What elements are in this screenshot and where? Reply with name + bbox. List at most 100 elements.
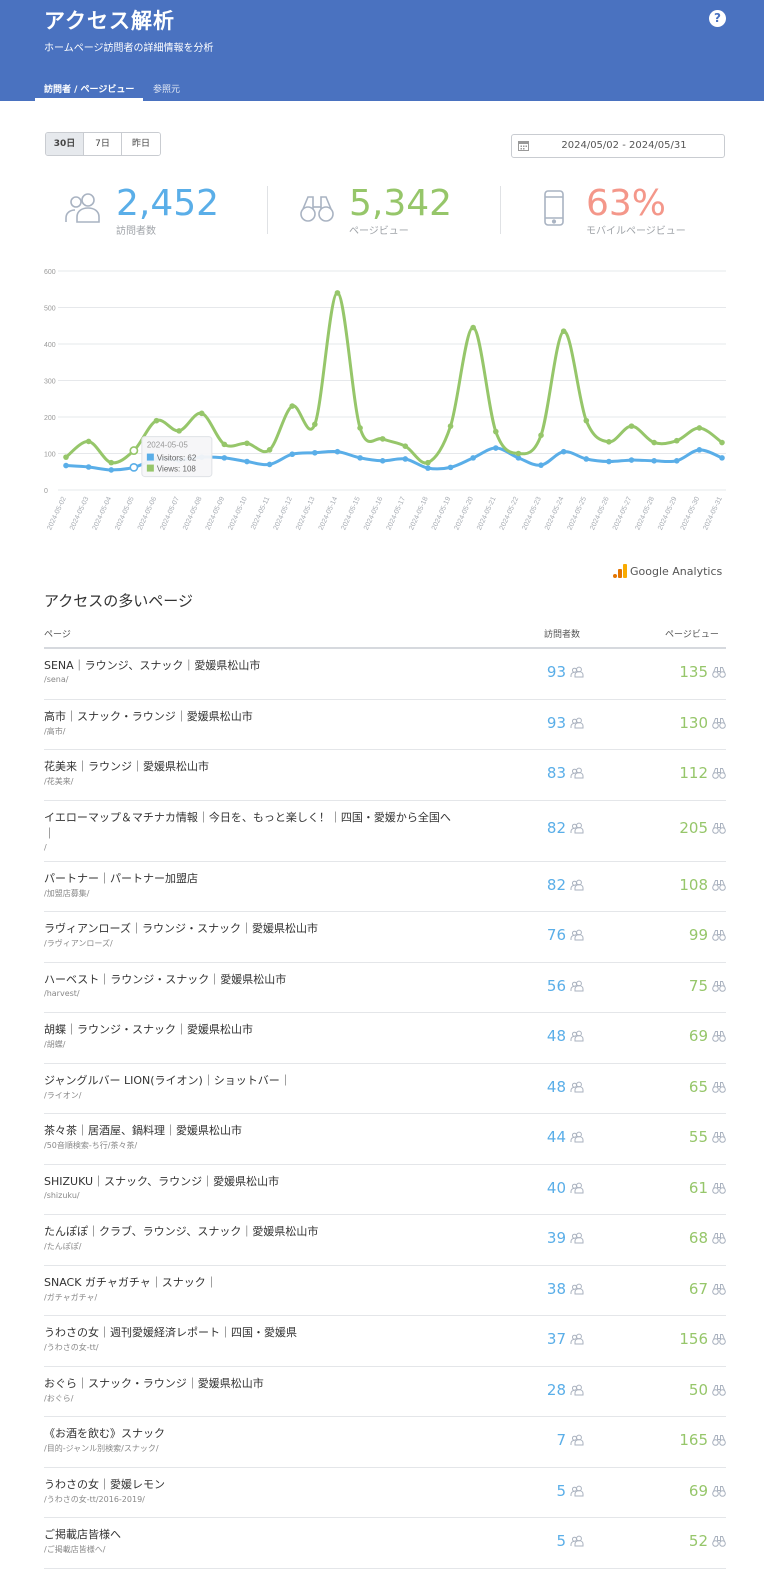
users-icon: [570, 822, 584, 833]
page-title-link[interactable]: SHIZUKU｜スナック、ラウンジ｜愛媛県松山市: [44, 1174, 280, 1188]
range-7-days-button[interactable]: 7日: [84, 133, 122, 155]
tooltip-visitors-swatch: [146, 453, 154, 461]
page-title-link[interactable]: うわさの女｜週刊愛媛経済レポート｜四国・愛媛県: [44, 1326, 297, 1339]
table-row[interactable]: たんぽぽ｜クラブ、ラウンジ、スナック｜愛媛県松山市/たんぽぽ/39 68: [44, 1215, 726, 1266]
smartphone-icon: [544, 190, 564, 226]
x-tick-label: 2024-05-25: [567, 496, 589, 532]
page-title-link[interactable]: 花美来｜ラウンジ｜愛媛県松山市: [44, 760, 209, 773]
binoculars-icon: [712, 1485, 726, 1497]
x-tick-label: 2024-05-27: [612, 496, 634, 532]
binoculars-icon: [712, 1536, 726, 1547]
table-row[interactable]: 《お酒を飲む》スナック/目的-ジャンル別検索/スナック/7 165: [44, 1417, 726, 1468]
table-row[interactable]: ジャングルバー LION(ライオン)｜ショットバー｜ /ライオン/48 65: [44, 1064, 726, 1114]
users-icon: [570, 1232, 584, 1244]
users-icon: [570, 666, 584, 678]
pageviews-value: 108: [679, 875, 708, 894]
table-row[interactable]: 茶々茶｜居酒屋、鍋料理｜愛媛県松山市/50音順検索-ち行/茶々茶/44 55: [44, 1114, 726, 1165]
y-tick-label: 200: [44, 415, 56, 422]
visitors-data-point: [447, 464, 454, 471]
visitors-value: 38: [546, 1279, 566, 1298]
visitors-data-point: [357, 455, 363, 461]
views-data-point: [312, 421, 318, 428]
range-yesterday-button[interactable]: 昨日: [122, 133, 160, 155]
users-icon: [570, 1535, 584, 1547]
x-tick-label: 2024-05-14: [318, 496, 340, 532]
visitors-value: 28: [546, 1380, 566, 1399]
x-tick-label: 2024-05-11: [250, 496, 271, 531]
table-row[interactable]: 高市｜スナック・ラウンジ｜愛媛県松山市/高市/93 130: [44, 700, 726, 750]
row-pageviews-count: 69: [689, 1482, 726, 1500]
views-data-point: [447, 423, 454, 429]
y-tick-label: 600: [44, 269, 56, 276]
date-range-picker[interactable]: 2024/05/02 - 2024/05/31: [511, 134, 725, 158]
page-title-link[interactable]: SENA｜ラウンジ、スナック｜愛媛県松山市: [44, 659, 261, 672]
tooltip-visitors: Visitors: 62: [157, 454, 197, 463]
views-data-point: [470, 324, 476, 331]
page-title-link[interactable]: ご掲載店皆様へ: [44, 1528, 121, 1541]
page-title-link[interactable]: ハーベスト｜ラウンジ・スナック｜愛媛県松山市: [44, 972, 287, 986]
pageviews-value: 55: [688, 1128, 708, 1146]
table-row[interactable]: ラヴィアンローズ｜ラウンジ・スナック｜愛媛県松山市/ラヴィアンローズ/76 99: [44, 912, 726, 963]
page-title-link[interactable]: イエローマップ＆マチナカ情報｜今日を、もっと楽しく！｜四国・愛媛から全国へ｜: [44, 810, 451, 840]
table-row[interactable]: 胡蝶｜ラウンジ・スナック｜愛媛県松山市/胡蝶/48 69: [44, 1013, 726, 1064]
page-title-link[interactable]: 茶々茶｜居酒屋、鍋料理｜愛媛県松山市: [44, 1124, 242, 1137]
page-title-link[interactable]: ジャングルバー LION(ライオン)｜ショットバー｜: [44, 1073, 291, 1087]
binoculars-icon: [712, 1233, 726, 1244]
table-row[interactable]: ハーベスト｜ラウンジ・スナック｜愛媛県松山市/harvest/56 75: [44, 963, 726, 1013]
row-visitors-count: 93: [547, 714, 584, 732]
table-row[interactable]: SNACK ガチャガチャ｜スナック｜ /ガチャガチャ/38 67: [44, 1266, 726, 1316]
visitors-value: 5: [556, 1481, 566, 1500]
page-path: /加盟店募集/: [44, 888, 90, 898]
page-path: /花美来/: [44, 777, 74, 786]
table-row[interactable]: うわさの女｜週刊愛媛経済レポート｜四国・愛媛県/うわさの女-tt/37 156: [44, 1316, 726, 1367]
table-row[interactable]: イエローマップ＆マチナカ情報｜今日を、もっと楽しく！｜四国・愛媛から全国へ｜ / 8…: [44, 801, 726, 862]
help-icon[interactable]: ?: [709, 10, 726, 27]
row-pageviews-count: 69: [689, 1027, 726, 1045]
users-icon: [570, 1283, 584, 1294]
views-data-point: [673, 437, 680, 444]
page-title-link[interactable]: 高市｜スナック・ラウンジ｜愛媛県松山市: [44, 709, 253, 723]
binoculars-icon: [712, 1132, 726, 1143]
page-title-link[interactable]: SNACK ガチャガチャ｜スナック｜: [44, 1275, 217, 1289]
page-title-link[interactable]: 胡蝶｜ラウンジ・スナック｜愛媛県松山市: [44, 1023, 253, 1036]
binoculars-icon: [712, 1031, 726, 1042]
table-row[interactable]: パートナー｜パートナー加盟店/加盟店募集/82 108: [44, 862, 726, 912]
page-title-link[interactable]: おぐら｜スナック・ラウンジ｜愛媛県松山市: [44, 1376, 264, 1390]
visits-chart: 0 100 200 300 400 500 600 2024-05-02 2024-05-03 2…: [0, 260, 764, 550]
table-row[interactable]: 花美来｜ラウンジ｜愛媛県松山市/花美来/83 112: [44, 750, 726, 801]
table-row[interactable]: ご掲載店皆様へ/ご掲載店皆様へ/5 52: [44, 1518, 726, 1569]
views-data-point: [176, 428, 182, 434]
table-row[interactable]: うわさの女｜愛媛レモン/うわさの女-tt/2016-2019/5 69: [44, 1468, 726, 1518]
users-icon: [570, 717, 584, 728]
row-visitors-count: 39: [547, 1229, 584, 1247]
x-tick-label: 2024-05-26: [589, 496, 611, 532]
date-range-value: 2024/05/02 - 2024/05/31: [561, 140, 687, 151]
page-path: /ライオン/: [44, 1090, 82, 1100]
users-icon: [570, 1182, 584, 1193]
range-30-days-button[interactable]: 30日: [46, 133, 84, 155]
visitors-value: 40: [546, 1178, 566, 1197]
page-title-link[interactable]: ラヴィアンローズ｜ラウンジ・スナック｜愛媛県松山市: [44, 922, 319, 935]
column-header-pageviews: ページビュー: [665, 630, 719, 640]
pageviews-value: 50: [688, 1380, 708, 1399]
table-row[interactable]: SENA｜ラウンジ、スナック｜愛媛県松山市/sena/93 135: [44, 649, 726, 700]
views-data-point: [244, 440, 250, 447]
views-data-point: [606, 439, 612, 445]
x-tick-label: 2024-05-19: [431, 496, 453, 532]
views-data-point: [402, 443, 409, 449]
table-row[interactable]: おぐら｜スナック・ラウンジ｜愛媛県松山市/おぐら/28 50: [44, 1367, 726, 1417]
views-data-point: [266, 447, 273, 453]
pageviews-count: 5,342: [349, 183, 453, 224]
page-title-link[interactable]: うわさの女｜愛媛レモン: [44, 1477, 165, 1491]
x-tick-label: 2024-05-04: [92, 496, 114, 532]
page-title-link[interactable]: たんぽぽ｜クラブ、ラウンジ、スナック｜愛媛県松山市: [44, 1225, 319, 1238]
row-visitors-count: 83: [547, 764, 584, 782]
y-tick-label: 400: [44, 342, 56, 349]
tab-visitors-pageviews[interactable]: 訪問者 / ページビュー: [44, 85, 135, 95]
tab-referrers[interactable]: 参照元: [153, 85, 181, 95]
table-row[interactable]: SHIZUKU｜スナック、ラウンジ｜愛媛県松山市/shizuku/40 61: [44, 1165, 726, 1215]
page-title-link[interactable]: 《お酒を飲む》スナック: [44, 1427, 165, 1440]
row-visitors-count: 5: [556, 1532, 584, 1550]
page-title-link[interactable]: パートナー｜パートナー加盟店: [44, 871, 198, 885]
